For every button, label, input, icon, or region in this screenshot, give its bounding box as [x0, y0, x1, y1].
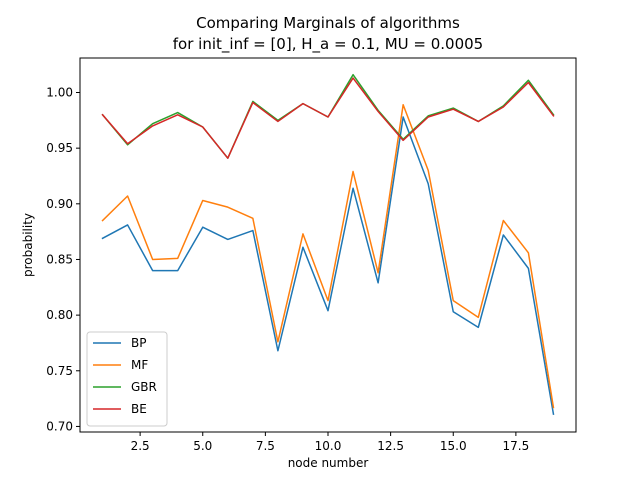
- series-line-mf: [101, 104, 555, 409]
- x-tick-label: 7.5: [256, 439, 275, 453]
- y-axis-label: probability: [21, 213, 35, 277]
- x-tick-label: 12.5: [377, 439, 404, 453]
- x-axis: 2.5 5.0 7.5 10.0 12.5 15.0 17.5: [131, 432, 530, 453]
- y-tick-label: 0.85: [46, 252, 73, 266]
- y-tick-label: 0.95: [46, 141, 73, 155]
- y-tick-label: 0.90: [46, 197, 73, 211]
- chart-title-line-1: Comparing Marginals of algorithms: [196, 14, 460, 32]
- x-tick-label: 15.0: [440, 439, 467, 453]
- y-tick-label: 0.70: [46, 419, 73, 433]
- y-tick-label: 0.75: [46, 364, 73, 378]
- legend-box: [86, 331, 168, 427]
- legend: BP MF GBR BE: [86, 331, 168, 427]
- x-tick-label: 10.0: [315, 439, 342, 453]
- x-axis-label: node number: [288, 456, 369, 470]
- series-line-bp: [101, 116, 555, 416]
- legend-label-gbr: GBR: [131, 380, 157, 394]
- y-axis: 0.70 0.75 0.80 0.85 0.90 0.95 1.00: [46, 86, 80, 433]
- y-tick-label: 0.80: [46, 308, 73, 322]
- chart-title-line-2: for init_inf = [0], H_a = 0.1, MU = 0.00…: [173, 35, 483, 54]
- y-tick-label: 1.00: [46, 86, 73, 100]
- legend-label-be: BE: [131, 402, 147, 416]
- x-tick-label: 17.5: [503, 439, 530, 453]
- legend-label-mf: MF: [131, 358, 148, 372]
- series-layer: [101, 73, 555, 416]
- legend-label-bp: BP: [131, 336, 146, 350]
- series-line-be: [101, 77, 555, 159]
- x-tick-label: 5.0: [193, 439, 212, 453]
- x-tick-label: 2.5: [131, 439, 150, 453]
